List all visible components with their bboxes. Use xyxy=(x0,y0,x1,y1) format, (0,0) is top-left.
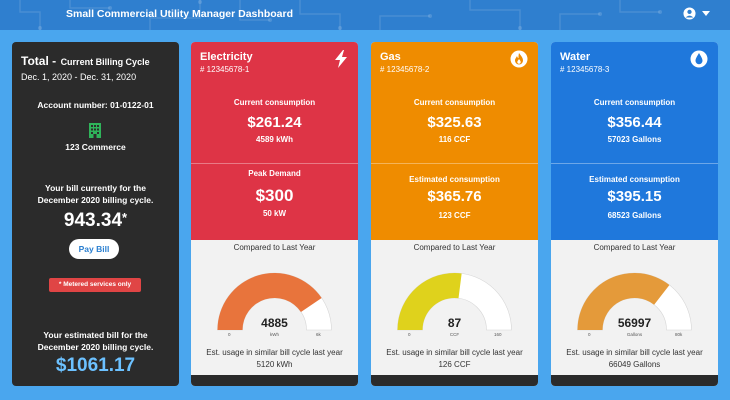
gauge-min: 0 xyxy=(408,332,411,337)
bill-asterisk: * xyxy=(122,210,128,225)
usage-gauge xyxy=(577,272,692,331)
top-bar: Small Commercial Utility Manager Dashboa… xyxy=(0,0,730,30)
gauge-max: 6k xyxy=(316,332,321,337)
user-circle-icon[interactable] xyxy=(683,7,696,20)
gauge-fill xyxy=(217,273,322,330)
divider xyxy=(191,163,358,164)
total-card: Total - Current Billing Cycle Dec. 1, 20… xyxy=(12,42,179,386)
divider xyxy=(551,163,718,164)
compare-label: Compared to Last Year xyxy=(413,243,496,252)
gauge-min: 0 xyxy=(228,332,231,337)
gauge-value: 56997 xyxy=(617,316,652,330)
similar-usage-value: 5120 kWh xyxy=(256,360,293,369)
current-consumption-label: Current consumption xyxy=(413,98,496,107)
divider xyxy=(371,163,538,164)
billing-dates: Dec. 1, 2020 - Dec. 31, 2020 xyxy=(21,72,137,82)
gauge-max: 160 xyxy=(494,332,502,337)
card-footer xyxy=(191,375,358,386)
utility-account: # 12345678-2 xyxy=(380,65,430,74)
gauge-unit: kWh xyxy=(270,332,279,337)
estimated-consumption-label: Estimated consumption xyxy=(409,175,500,184)
similar-usage-text: Est. usage in similar bill cycle last ye… xyxy=(206,348,343,357)
similar-usage-text: Est. usage in similar bill cycle last ye… xyxy=(566,348,703,357)
gauge-fill xyxy=(397,273,462,330)
estimated-consumption-cost: $395.15 xyxy=(607,188,662,205)
water-drop-icon xyxy=(690,50,708,68)
gauge-value: 87 xyxy=(447,316,462,330)
utility-name: Water xyxy=(560,51,591,63)
gauge-unit: CCF xyxy=(449,332,460,337)
current-consumption-label: Current consumption xyxy=(233,98,316,107)
gauge-max: 80k xyxy=(675,332,683,337)
building-icon xyxy=(89,123,101,138)
account-menu[interactable] xyxy=(683,7,710,20)
electricity-summary: Electricity # 12345678-1 Current consump… xyxy=(191,42,358,240)
gauge-min: 0 xyxy=(588,332,591,337)
utility-name: Gas xyxy=(380,51,401,63)
estimated-consumption-label: Estimated consumption xyxy=(589,175,680,184)
compare-label: Compared to Last Year xyxy=(233,243,316,252)
usage-gauge xyxy=(397,272,512,331)
circuit-pattern xyxy=(19,0,662,30)
current-consumption-usage: 57023 Gallons xyxy=(607,135,662,144)
gas-summary: Gas # 12345678-2 Current consumption $32… xyxy=(371,42,538,240)
estimated-consumption-cost: $365.76 xyxy=(427,188,482,205)
peak-demand-cost: $300 xyxy=(255,186,294,205)
estimated-consumption-usage: 68523 Gallons xyxy=(607,211,662,220)
card-footer xyxy=(551,375,718,386)
water-card[interactable]: Water # 12345678-3 Current consumption $… xyxy=(551,42,718,386)
gauge-unit: Gallons xyxy=(626,332,643,337)
dashboard-title: Small Commercial Utility Manager Dashboa… xyxy=(66,8,293,20)
total-heading: Total - Current Billing Cycle xyxy=(12,42,179,70)
similar-usage-text: Est. usage in similar bill cycle last ye… xyxy=(386,348,523,357)
total-subtitle: Current Billing Cycle xyxy=(60,57,150,67)
current-consumption-label: Current consumption xyxy=(593,98,676,107)
current-consumption-usage: 116 CCF xyxy=(438,135,471,144)
total-title: Total - xyxy=(21,54,57,68)
gas-card[interactable]: Gas # 12345678-2 Current consumption $32… xyxy=(371,42,538,386)
pay-bill-button[interactable]: Pay Bill xyxy=(69,239,119,259)
similar-usage-value: 66049 Gallons xyxy=(608,360,661,369)
current-bill-value: 943.34 xyxy=(63,210,123,231)
current-bill-text: Your bill currently for the December 202… xyxy=(37,183,154,205)
gauge-fill xyxy=(577,273,670,330)
flame-icon xyxy=(510,50,528,68)
utility-account: # 12345678-3 xyxy=(560,65,610,74)
account-number: Account number: 01-0122-01 xyxy=(37,100,154,110)
current-consumption-cost: $356.44 xyxy=(607,114,662,131)
estimated-consumption-usage: 123 CCF xyxy=(438,211,471,220)
estimated-bill-text: Your estimated bill for the December 202… xyxy=(37,330,154,352)
current-consumption-cost: $325.63 xyxy=(427,114,482,131)
usage-gauge xyxy=(217,272,332,331)
utility-name: Electricity xyxy=(200,51,253,63)
current-bill-amount: 943.34* xyxy=(12,210,179,232)
address: 123 Commerce xyxy=(65,142,126,152)
lightning-bolt-icon xyxy=(335,50,347,68)
estimated-bill-amount: $1061.17 xyxy=(55,355,136,376)
peak-demand-usage: 50 kW xyxy=(262,209,287,218)
current-consumption-usage: 4589 kWh xyxy=(256,135,293,144)
compare-label: Compared to Last Year xyxy=(593,243,676,252)
peak-demand-label: Peak Demand xyxy=(248,169,301,178)
water-summary: Water # 12345678-3 Current consumption $… xyxy=(551,42,718,240)
gauge-value: 4885 xyxy=(261,316,288,330)
caret-down-icon[interactable] xyxy=(702,11,710,16)
electricity-card[interactable]: Electricity # 12345678-1 Current consump… xyxy=(191,42,358,386)
current-consumption-cost: $261.24 xyxy=(247,114,302,131)
similar-usage-value: 126 CCF xyxy=(438,360,471,369)
metered-services-badge: * Metered services only xyxy=(49,278,141,292)
card-footer xyxy=(371,375,538,386)
utility-account: # 12345678-1 xyxy=(200,65,250,74)
